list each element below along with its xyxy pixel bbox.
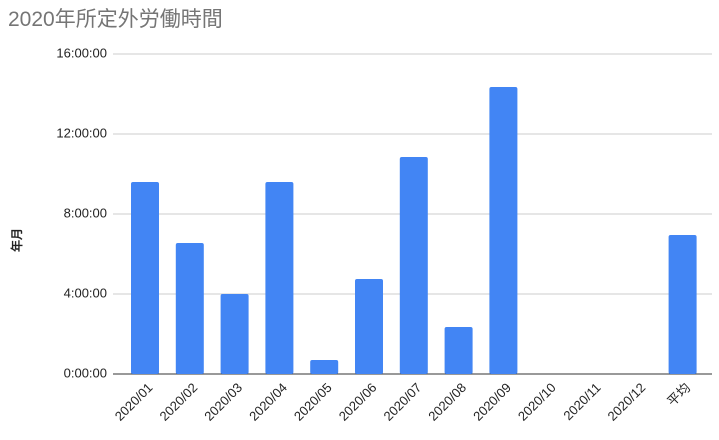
x-tick-label: 2020/03 [201, 380, 245, 424]
x-tick-label: 2020/12 [605, 380, 649, 424]
y-axis-title: 年月 [9, 228, 24, 252]
chart-title: 2020年所定外労働時間 [8, 8, 223, 31]
x-tick-label: 2020/01 [112, 380, 156, 424]
bar [131, 182, 159, 374]
x-tick-label: 2020/09 [470, 380, 514, 424]
bar [668, 235, 697, 374]
bar [355, 279, 383, 374]
x-tick-label: 2020/10 [515, 380, 559, 424]
bar [310, 360, 339, 374]
y-tick-label: 4:00:00 [64, 285, 107, 300]
y-tick-label: 0:00:00 [64, 365, 107, 380]
y-tick-label: 16:00:00 [56, 45, 107, 60]
bar [489, 87, 518, 374]
x-tick-label: 2020/08 [425, 380, 469, 424]
x-tick-label: 2020/04 [246, 380, 290, 424]
x-tick-label: 2020/11 [560, 380, 603, 423]
y-tick-label: 8:00:00 [64, 205, 107, 220]
y-tick-label: 12:00:00 [56, 125, 107, 140]
x-tick-label: 平均 [664, 380, 693, 409]
bar [399, 157, 428, 374]
bar [175, 243, 204, 374]
x-tick-label: 2020/02 [157, 380, 201, 424]
x-tick-label: 2020/06 [336, 380, 380, 424]
x-tick-label: 2020/07 [381, 380, 425, 424]
bar [220, 294, 249, 374]
x-tick-label: 2020/05 [291, 380, 335, 424]
bar [444, 327, 473, 374]
bar [265, 182, 294, 374]
